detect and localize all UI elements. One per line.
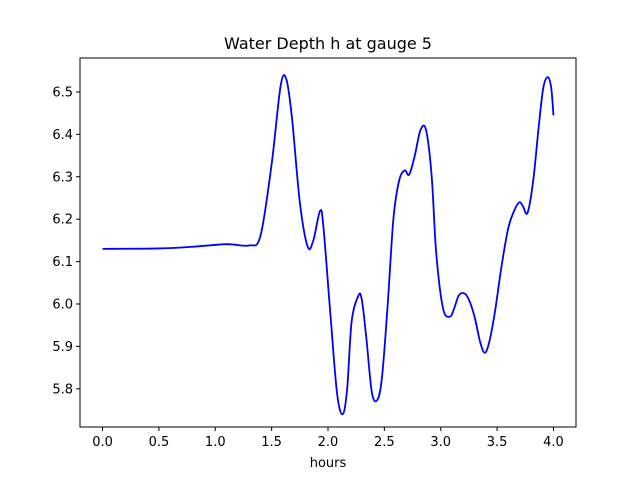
x-tick-label: 2.5 bbox=[374, 435, 395, 450]
y-tick-label: 6.5 bbox=[52, 85, 73, 100]
x-tick-label: 3.5 bbox=[487, 435, 508, 450]
x-tick-label: 0.0 bbox=[92, 435, 113, 450]
x-tick-label: 2.0 bbox=[318, 435, 339, 450]
x-tick-label: 1.0 bbox=[205, 435, 226, 450]
y-tick-label: 6.0 bbox=[52, 298, 73, 313]
y-tick-label: 5.8 bbox=[52, 382, 73, 397]
y-tick-label: 5.9 bbox=[52, 340, 73, 355]
x-axis-ticks: 0.0 0.5 1.0 1.5 2.0 2.5 3.0 3.5 4.0 bbox=[92, 427, 564, 450]
series-layer bbox=[102, 74, 555, 416]
y-tick-label: 6.3 bbox=[52, 170, 73, 185]
x-axis-label: hours bbox=[310, 456, 347, 471]
x-tick-label: 3.0 bbox=[430, 435, 451, 450]
x-tick-label: 4.0 bbox=[543, 435, 564, 450]
x-tick-label: 1.5 bbox=[261, 435, 282, 450]
x-tick-label: 0.5 bbox=[149, 435, 170, 450]
chart-title: Water Depth h at gauge 5 bbox=[224, 34, 432, 53]
y-tick-label: 6.2 bbox=[52, 213, 73, 228]
y-tick-label: 6.4 bbox=[52, 128, 73, 143]
series-line bbox=[102, 74, 555, 416]
plot-frame bbox=[79, 57, 577, 428]
y-tick-label: 6.1 bbox=[52, 255, 73, 270]
y-axis-ticks: 5.8 5.9 6.0 6.1 6.2 6.3 6.4 6.5 bbox=[52, 85, 80, 397]
